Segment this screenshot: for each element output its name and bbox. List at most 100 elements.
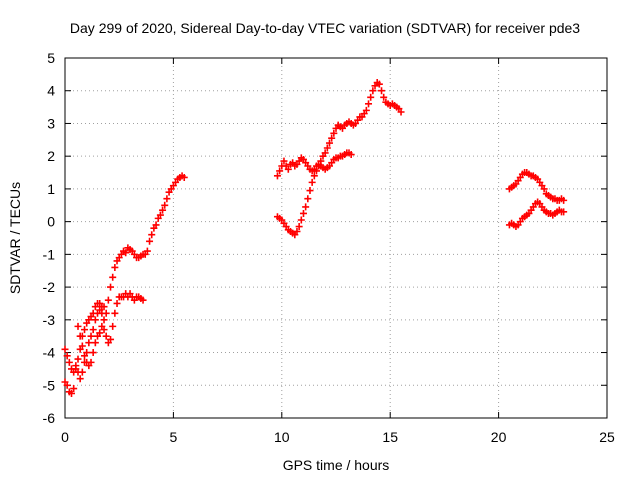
data-point — [180, 173, 188, 181]
data-point — [380, 93, 388, 101]
data-point — [89, 326, 97, 334]
data-point — [367, 93, 375, 101]
data-point — [111, 309, 119, 317]
y-tick-label: -3 — [43, 312, 56, 328]
x-axis-label: GPS time / hours — [283, 457, 390, 473]
data-point — [156, 211, 164, 219]
data-point — [107, 283, 115, 291]
data-point — [280, 157, 288, 165]
data-point — [328, 134, 336, 142]
y-tick-label: 1 — [47, 181, 55, 197]
data-point — [347, 151, 355, 159]
y-tick-label: 0 — [47, 214, 55, 230]
data-point — [63, 381, 71, 389]
y-tick-label: -2 — [43, 279, 56, 295]
y-axis: -6 -5 -4 -3 -2 -1 0 1 2 3 4 5 — [43, 50, 607, 426]
data-point — [102, 309, 110, 317]
data-point — [306, 187, 314, 195]
data-point — [302, 203, 310, 211]
data-point — [163, 195, 171, 203]
data-point — [369, 87, 377, 95]
data-point — [143, 247, 151, 255]
data-point — [560, 196, 568, 204]
data-point — [148, 231, 156, 239]
series-arc-6-upper — [505, 169, 568, 204]
series-arc-5-rising — [273, 79, 405, 239]
chart-title: Day 299 of 2020, Sidereal Day-to-day VTE… — [70, 20, 580, 36]
data-point — [113, 299, 121, 307]
data-point — [72, 362, 80, 370]
data-point — [321, 149, 329, 157]
data-point — [276, 167, 284, 175]
y-tick-label: -1 — [43, 246, 56, 262]
data-point — [161, 201, 169, 209]
data-point — [61, 345, 69, 353]
data-point — [146, 237, 154, 245]
series-arc-2-main — [61, 172, 188, 376]
data-point — [78, 368, 86, 376]
y-tick-label: -5 — [43, 377, 56, 393]
x-tick-label: 0 — [61, 429, 69, 445]
x-tick-label: 25 — [599, 429, 615, 445]
data-point — [70, 385, 78, 393]
data-point — [107, 335, 115, 343]
data-point — [152, 221, 160, 229]
data-point — [68, 389, 76, 397]
series-arc-3b-lower — [72, 303, 108, 383]
data-point — [122, 249, 130, 257]
data-point — [100, 303, 108, 311]
data-point — [100, 326, 108, 334]
data-point — [299, 209, 307, 217]
data-point — [83, 349, 91, 357]
data-point — [81, 358, 89, 366]
data-point — [89, 349, 97, 357]
data-point — [365, 100, 373, 108]
data-point — [102, 332, 110, 340]
grid — [65, 58, 607, 418]
data-point — [312, 167, 320, 175]
data-point — [304, 195, 312, 203]
data-point — [159, 206, 167, 214]
data-point — [85, 339, 93, 347]
data-point — [315, 162, 323, 170]
plot-border — [64, 57, 608, 419]
data-points — [61, 79, 568, 397]
data-point — [91, 339, 99, 347]
data-point — [273, 172, 281, 180]
x-axis: 0 5 10 15 20 25 — [61, 58, 615, 445]
data-point — [65, 358, 73, 366]
y-axis-label: SDTVAR / TECUs — [7, 182, 23, 294]
data-point — [297, 216, 305, 224]
data-point — [74, 322, 82, 330]
data-point — [317, 157, 325, 165]
data-point — [362, 106, 370, 114]
series-arc-3-lower — [74, 290, 147, 370]
y-tick-label: 4 — [47, 83, 55, 99]
data-point — [378, 87, 386, 95]
data-point — [310, 172, 318, 180]
data-point — [540, 185, 548, 193]
data-point — [308, 178, 316, 186]
data-point — [295, 223, 303, 231]
data-point — [325, 139, 333, 147]
data-point — [111, 263, 119, 271]
data-point — [81, 326, 89, 334]
x-tick-label: 20 — [491, 429, 507, 445]
data-point — [63, 352, 71, 360]
data-point — [78, 342, 86, 350]
data-point — [76, 375, 84, 383]
data-point — [100, 316, 108, 324]
data-point — [560, 208, 568, 216]
data-point — [87, 358, 95, 366]
x-tick-label: 5 — [170, 429, 178, 445]
data-point — [104, 296, 112, 304]
y-tick-label: 3 — [47, 115, 55, 131]
series-arc-1-lower — [61, 378, 78, 397]
data-point — [330, 129, 338, 137]
data-point — [87, 332, 95, 340]
data-point — [109, 322, 117, 330]
x-tick-label: 10 — [274, 429, 290, 445]
data-point — [96, 329, 104, 337]
x-tick-label: 15 — [382, 429, 398, 445]
